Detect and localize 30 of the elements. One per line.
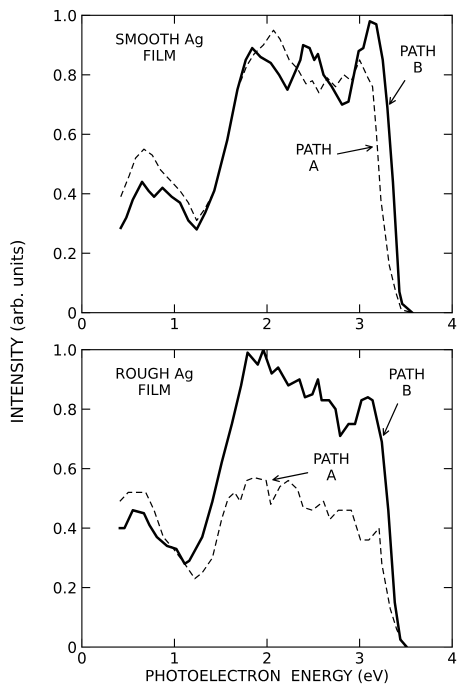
annotation: ROUGH Ag FILM: [116, 368, 192, 395]
y-axis-title: INTENSITY (arb. units): [10, 241, 26, 422]
x-tick-label: 2: [263, 318, 270, 330]
y-tick-label: 0: [68, 307, 76, 319]
y-tick-label: 0.6: [54, 128, 76, 140]
y-tick-label: 0.4: [54, 188, 76, 200]
y-tick-label: 1.0: [54, 10, 76, 22]
x-axis-title: PHOTOELECTRON ENERGY (eV): [146, 669, 388, 684]
y-tick-label: 0.2: [54, 582, 76, 594]
x-tick-label: 2: [263, 652, 270, 664]
annotation: PATH B: [390, 368, 424, 396]
annotation: PATH B: [401, 46, 435, 72]
x-tick-label: 4: [448, 652, 456, 664]
annotation: PATH A: [314, 453, 348, 480]
x-tick-label: 1: [171, 652, 178, 664]
x-tick-label: 3: [356, 652, 364, 664]
y-tick-label: 0.4: [54, 522, 76, 534]
x-tick-label: 0: [78, 318, 86, 330]
y-tick-label: 0.2: [54, 248, 76, 260]
x-tick-label: 4: [448, 318, 456, 330]
y-tick-label: 1.0: [54, 344, 76, 356]
y-tick-label: 0.8: [54, 69, 76, 81]
x-tick-label: 3: [356, 318, 364, 330]
y-tick-label: 0.8: [54, 404, 76, 416]
annotation: SMOOTH Ag FILM: [116, 33, 202, 61]
x-tick-label: 1: [171, 318, 178, 330]
annotation: PATH A: [296, 144, 331, 171]
y-tick-label: 0: [68, 642, 76, 654]
y-tick-label: 0.6: [54, 463, 76, 475]
x-tick-label: 0: [78, 652, 86, 664]
